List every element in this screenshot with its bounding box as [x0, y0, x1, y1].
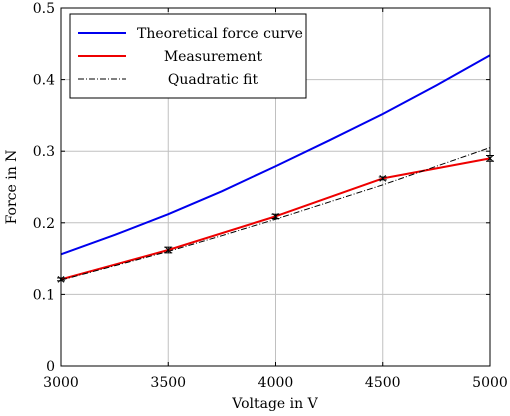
legend-label-quadratic-fit: Quadratic fit [168, 72, 259, 88]
x-tick-label: 5000 [472, 375, 508, 391]
y-tick-label: 0.1 [33, 287, 55, 303]
y-tick-label: 0.5 [33, 1, 55, 17]
y-axis-title: Force in N [4, 150, 20, 225]
legend: Theoretical force curve Measurement Quad… [69, 13, 307, 99]
tick-labels: 3000 3500 4000 4500 5000 0 0.1 0.2 0.3 0.4 0.5 [33, 1, 508, 391]
y-tick-label: 0.3 [33, 144, 55, 160]
x-tick-label: 4500 [365, 375, 401, 391]
theoretical-force-curve-line [60, 54, 491, 256]
x-tick-label: 4000 [258, 375, 294, 391]
axis-ticks [60, 7, 491, 367]
y-tick-label: 0 [46, 359, 55, 375]
quadratic-fit-line [60, 147, 491, 281]
x-tick-label: 3500 [150, 375, 186, 391]
series-layer [57, 54, 494, 283]
legend-label-theoretical: Theoretical force curve [137, 26, 303, 42]
x-axis-title: Voltage in V [231, 396, 318, 412]
error-bar [378, 176, 387, 181]
x-tick-label: 3000 [43, 375, 79, 391]
legend-label-measurement: Measurement [164, 49, 263, 65]
y-tick-label: 0.2 [33, 216, 55, 232]
y-tick-label: 0.4 [33, 73, 55, 89]
